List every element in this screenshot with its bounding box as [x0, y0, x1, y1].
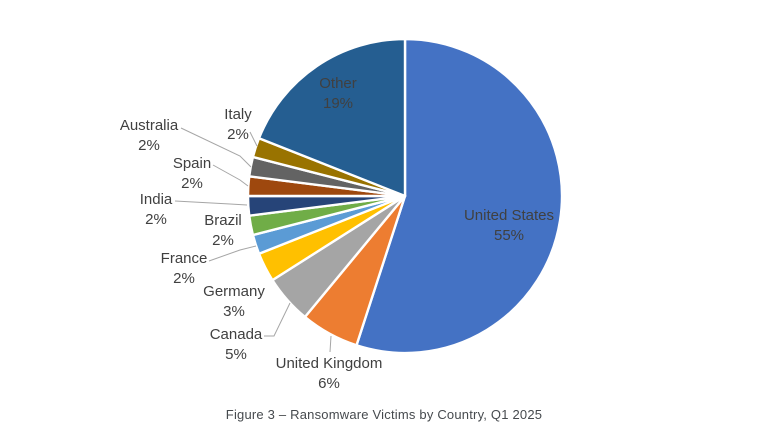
pie-slice-united-states — [355, 37, 564, 355]
slice-label-india: India 2% — [140, 190, 173, 230]
slice-label-name: Other — [319, 75, 357, 92]
slice-label-name: Australia — [119, 117, 179, 134]
slice-label-spain: Spain 2% — [173, 154, 211, 194]
leader-line-spain — [212, 164, 249, 187]
slice-label-percent: 2% — [173, 270, 195, 287]
slice-label-brazil: Brazil 2% — [204, 211, 242, 251]
leader-line-australia — [180, 127, 252, 168]
pie-slice-other — [257, 37, 407, 198]
slice-label-percent: 2% — [145, 211, 167, 228]
slice-label-percent: 2% — [212, 232, 234, 249]
slice-label-name: Spain — [172, 155, 212, 172]
slice-label-name: United States — [463, 207, 555, 224]
leader-line-france — [208, 245, 257, 262]
leader-line-united-kingdom — [329, 335, 332, 353]
slice-label-canada: Canada 5% — [210, 325, 263, 365]
leader-line-canada — [264, 302, 291, 337]
slice-label-name: United Kingdom — [275, 355, 383, 372]
slice-label-name: India — [139, 191, 173, 208]
slice-label-percent: 55% — [493, 227, 525, 244]
slice-label-percent: 6% — [318, 375, 340, 392]
slice-label-italy: Italy 2% — [224, 105, 252, 145]
leader-line-india — [174, 200, 248, 206]
slice-label-other: Other 19% — [319, 74, 357, 114]
slice-label-australia: Australia 2% — [120, 116, 178, 156]
slice-label-name: Brazil — [204, 212, 242, 229]
slice-label-name: Italy — [224, 106, 252, 123]
slice-label-united-kingdom: United Kingdom 6% — [276, 354, 383, 394]
slice-label-percent: 5% — [225, 346, 247, 363]
slice-label-united-states: United States 55% — [464, 206, 554, 246]
slice-label-name: France — [160, 250, 208, 267]
slice-label-percent: 2% — [181, 175, 203, 192]
slice-label-percent: 2% — [227, 126, 249, 143]
leader-line-italy — [249, 131, 258, 147]
slice-label-name: Canada — [209, 326, 263, 343]
slice-label-percent: 2% — [138, 137, 160, 154]
slice-label-france: France 2% — [161, 249, 208, 289]
slice-label-germany: Germany 3% — [203, 282, 265, 322]
slice-label-percent: 19% — [322, 95, 354, 112]
slice-label-name: Germany — [203, 283, 265, 300]
figure-caption: Figure 3 – Ransomware Victims by Country… — [225, 407, 543, 422]
slice-label-percent: 3% — [223, 303, 245, 320]
pie-chart — [174, 37, 564, 355]
